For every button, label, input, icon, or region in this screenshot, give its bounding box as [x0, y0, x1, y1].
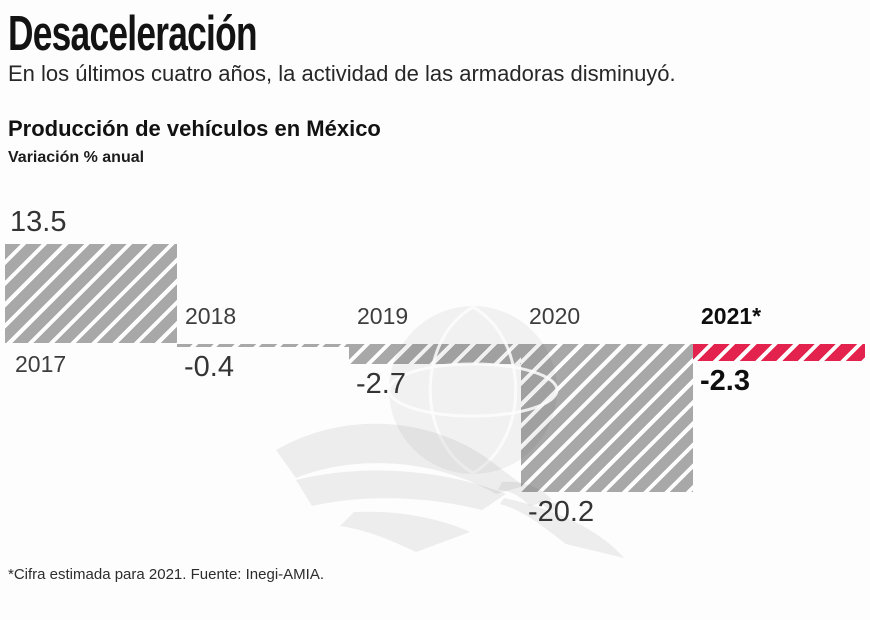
- year-label-2019: 2019: [357, 303, 409, 329]
- chart-unit-label: Variación % anual: [8, 149, 145, 166]
- page-subtitle: En los últimos cuatro años, la actividad…: [8, 61, 676, 86]
- year-label-2017: 2017: [15, 351, 67, 377]
- bar-2017: [5, 244, 177, 343]
- value-label-2017: 13.5: [10, 206, 67, 238]
- bar-2019: [349, 344, 521, 364]
- bar-2021: [693, 344, 865, 361]
- value-label-2021: -2.3: [700, 365, 750, 397]
- source-note: *Cifra estimada para 2021. Fuente: Inegi…: [8, 566, 324, 583]
- year-label-2021: 2021*: [701, 303, 762, 329]
- year-label-2018: 2018: [185, 303, 237, 329]
- year-label-2020: 2020: [529, 303, 581, 329]
- value-label-2018: -0.4: [184, 351, 234, 383]
- bar-2018: [177, 344, 349, 347]
- value-label-2019: -2.7: [356, 368, 406, 400]
- chart-title: Producción de vehículos en México: [8, 116, 381, 141]
- page-title: Desaceleración: [8, 7, 258, 61]
- bar-2020: [521, 344, 693, 492]
- value-label-2020: -20.2: [528, 496, 595, 528]
